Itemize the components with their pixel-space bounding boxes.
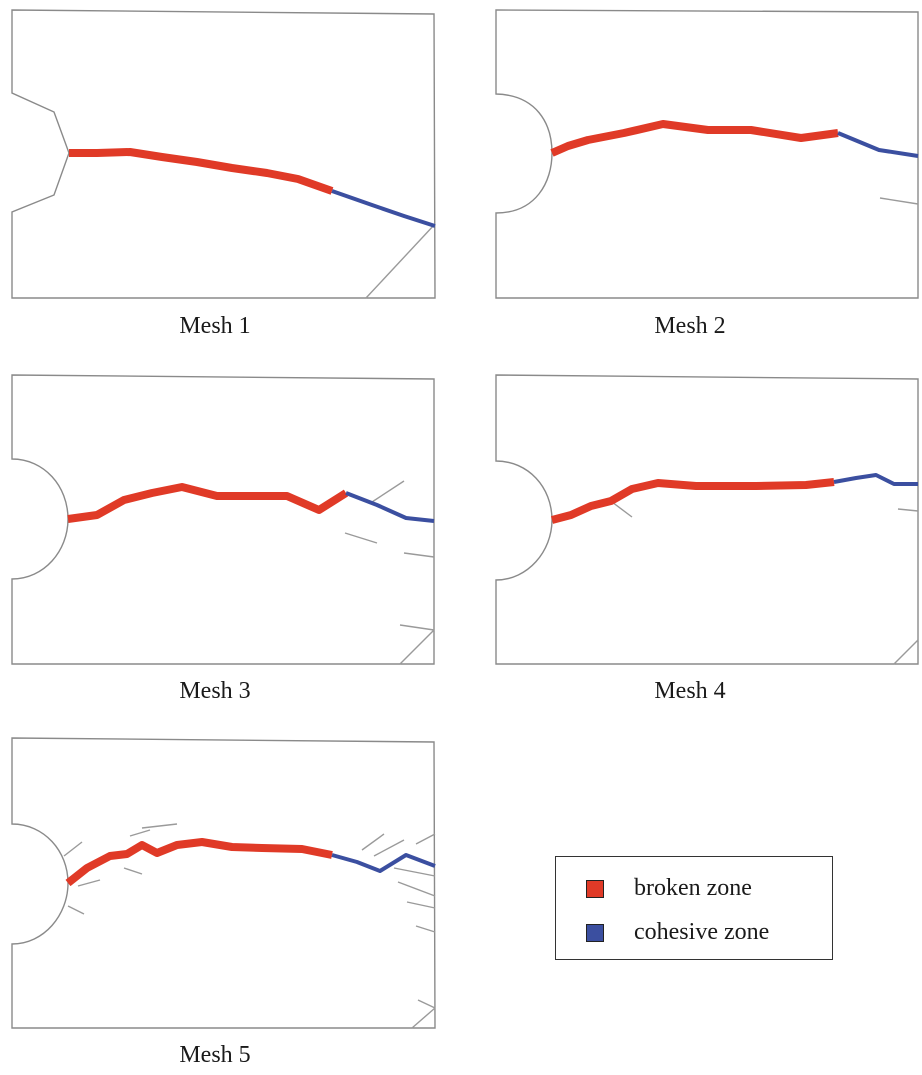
mesh-1-outline xyxy=(11,9,436,299)
mesh-5-caption: Mesh 5 xyxy=(179,1042,251,1068)
mesh-5-side-crack-g xyxy=(361,833,385,851)
broken-label: broken zone xyxy=(634,875,752,901)
legend-item-cohesive: cohesive zone xyxy=(586,919,769,946)
mesh-4-broken-zone xyxy=(550,478,835,524)
mesh-3-side-crack-b xyxy=(344,532,378,544)
mesh-5-side-crack-c xyxy=(67,905,85,915)
mesh-5-outline xyxy=(11,737,436,1029)
legend: broken zone cohesive zone xyxy=(555,856,833,960)
mesh-5-side-crack-e xyxy=(141,823,178,829)
mesh-1-caption: Mesh 1 xyxy=(179,313,251,339)
mesh-2-broken-zone xyxy=(550,120,839,157)
mesh-1-side-crack xyxy=(365,223,436,299)
mesh-4-side-crack-c xyxy=(893,639,919,665)
mesh-1-panel xyxy=(11,9,437,300)
mesh-5-cohesive-zone xyxy=(331,853,436,873)
mesh-1-diagram xyxy=(11,9,436,299)
mesh-5-side-crack-k xyxy=(406,901,436,909)
mesh-5-panel xyxy=(11,737,437,1030)
cohesive-swatch xyxy=(586,923,604,942)
mesh-4-diagram xyxy=(495,374,919,665)
mesh-4-outline xyxy=(495,374,919,665)
mesh-3-side-crack-d xyxy=(399,624,435,631)
mesh-4-panel xyxy=(495,374,921,667)
mesh-5-side-crack-n xyxy=(411,1007,436,1029)
mesh-4-side-crack-a xyxy=(611,501,633,518)
mesh-2-diagram xyxy=(495,9,919,299)
mesh-5-side-crack-h xyxy=(373,839,405,857)
mesh-3-side-crack-a xyxy=(371,480,405,503)
broken-swatch xyxy=(586,879,604,898)
mesh-5-side-crack-d xyxy=(129,829,151,837)
mesh-5-side-crack-a xyxy=(63,841,83,857)
mesh-4-caption: Mesh 4 xyxy=(654,678,726,704)
mesh-5-side-crack-j xyxy=(397,881,436,897)
mesh-5-side-crack-o xyxy=(415,833,436,845)
cohesive-label: cohesive zone xyxy=(634,919,770,945)
mesh-2-panel xyxy=(495,9,921,300)
mesh-2-caption: Mesh 2 xyxy=(654,313,726,339)
mesh-3-caption: Mesh 3 xyxy=(179,678,251,704)
mesh-3-diagram xyxy=(11,374,435,665)
mesh-1-cohesive-zone xyxy=(331,189,436,228)
mesh-5-side-crack-i xyxy=(393,867,436,877)
mesh-5-broken-zone xyxy=(65,838,333,887)
legend-item-broken: broken zone xyxy=(586,875,752,902)
mesh-4-cohesive-zone xyxy=(833,473,918,486)
mesh-3-broken-zone xyxy=(67,483,349,523)
mesh-3-side-crack-c xyxy=(403,552,435,558)
mesh-5-side-crack-m xyxy=(417,999,436,1009)
mesh-2-cohesive-zone xyxy=(837,131,919,158)
mesh-4-side-crack-b xyxy=(897,508,919,512)
mesh-3-outline xyxy=(11,374,435,665)
mesh-5-side-crack-f xyxy=(123,867,143,875)
mesh-2-outline xyxy=(495,9,919,299)
mesh-3-side-crack-e xyxy=(399,629,435,665)
mesh-3-panel xyxy=(11,374,437,667)
mesh-2-side-crack xyxy=(879,197,919,205)
mesh-1-broken-zone xyxy=(69,148,334,195)
mesh-3-cohesive-zone xyxy=(345,491,435,523)
mesh-5-side-crack-l xyxy=(415,925,436,933)
mesh-5-side-crack-b xyxy=(77,879,101,887)
mesh-5-diagram xyxy=(11,737,436,1029)
